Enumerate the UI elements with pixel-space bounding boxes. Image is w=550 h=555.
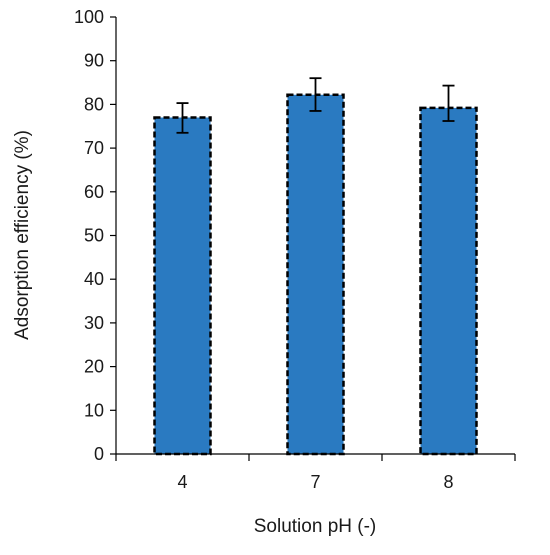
error-bar-ph-8 xyxy=(442,84,455,122)
bar-ph-7 xyxy=(286,93,345,456)
x-tick-label: 4 xyxy=(177,472,187,492)
bars-group xyxy=(153,93,478,456)
y-tick-label: 50 xyxy=(84,226,104,246)
y-tick-label: 80 xyxy=(84,94,104,114)
error-bar-ph-4 xyxy=(176,102,189,134)
bar-ph-4 xyxy=(153,116,212,456)
x-axis-title: Solution pH (-) xyxy=(254,516,377,537)
y-tick-label: 90 xyxy=(84,51,104,71)
x-tick-label: 8 xyxy=(443,472,453,492)
y-tick-label: 30 xyxy=(84,313,104,333)
axes-group xyxy=(110,16,516,461)
x-axis-ticks: 4 7 8 xyxy=(177,472,453,492)
y-tick-label: 60 xyxy=(84,182,104,202)
x-tick-label: 7 xyxy=(310,472,320,492)
y-tick-label: 0 xyxy=(94,444,104,464)
y-axis-ticks: 0 10 20 30 40 50 60 70 80 90 100 xyxy=(74,7,104,464)
y-tick-label: 100 xyxy=(74,7,104,27)
y-tick-label: 20 xyxy=(84,357,104,377)
bar-ph-8 xyxy=(419,106,478,456)
y-tick-label: 70 xyxy=(84,138,104,158)
y-tick-label: 10 xyxy=(84,400,104,420)
error-bars-group xyxy=(176,77,455,134)
error-bar-ph-7 xyxy=(309,77,322,112)
y-axis-title: Adsorption efficiency (%) xyxy=(12,130,33,340)
y-tick-label: 40 xyxy=(84,269,104,289)
